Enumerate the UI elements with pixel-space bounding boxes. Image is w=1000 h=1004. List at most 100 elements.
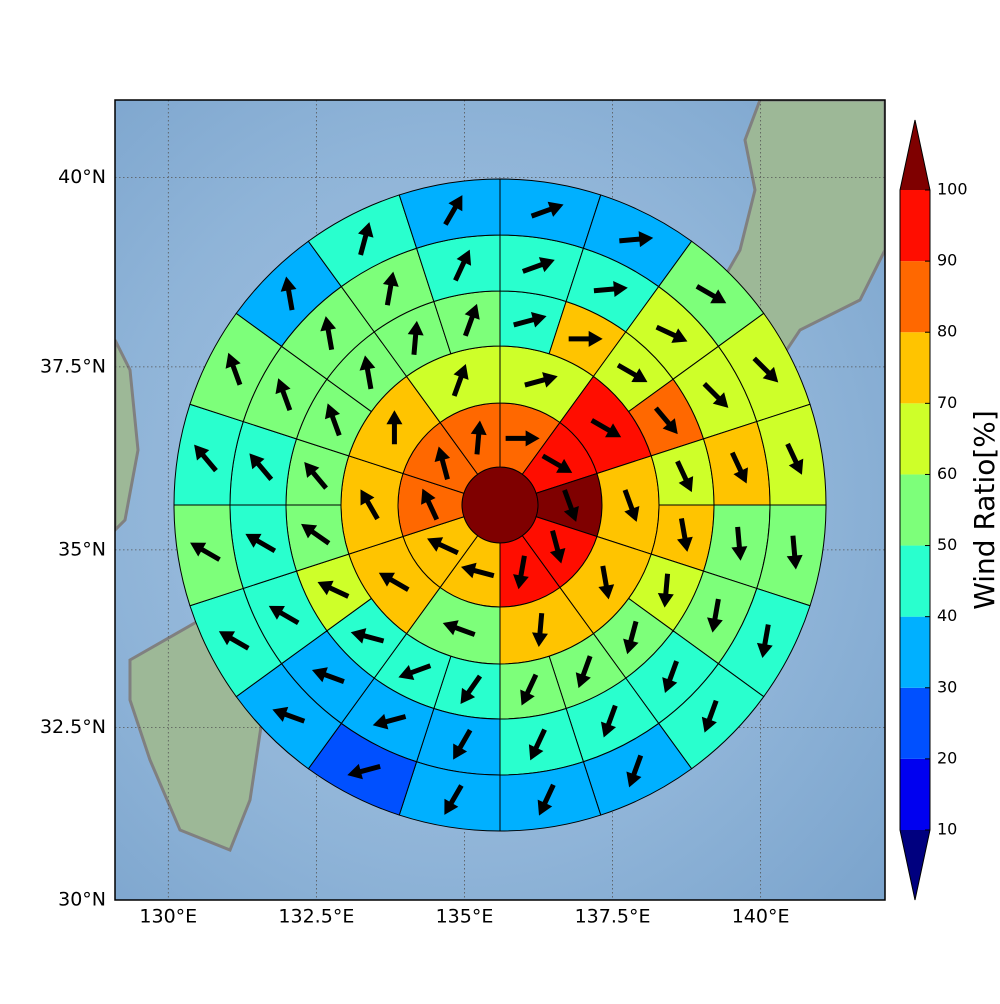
colorbar-tick-label: 70 (937, 393, 957, 412)
wind-arrow (245, 533, 277, 554)
colorbar-under (900, 830, 930, 900)
wind-arrow (218, 631, 250, 651)
x-tick-label: 140°E (732, 906, 790, 928)
wind-arrow (702, 382, 729, 408)
wind-arrow (190, 542, 221, 562)
wind-arrow (320, 316, 337, 351)
wind-arrow (756, 624, 773, 659)
wind-arrow (598, 565, 615, 600)
y-tick-label: 37.5°N (40, 355, 106, 377)
wind-arrow (382, 271, 399, 306)
colorbar-tick-label: 100 (937, 180, 968, 199)
wind-arrow (272, 706, 306, 724)
wind-arrow (731, 526, 748, 561)
wind-arrow (275, 378, 293, 412)
wind-arrow (358, 222, 374, 256)
wind-arrow (470, 420, 487, 455)
wind-arrow (249, 453, 274, 482)
wind-arrow (521, 257, 555, 274)
wind-arrow (520, 673, 539, 706)
wind-arrow (616, 362, 648, 383)
wind-arrow (444, 784, 464, 815)
wind-arrow (194, 444, 218, 473)
wind-arrow (562, 489, 579, 522)
wind-arrow (505, 430, 540, 447)
colorbar-tick-label: 90 (937, 251, 957, 270)
wind-arrow (653, 406, 678, 435)
wind-arrow (695, 284, 727, 304)
wind-arrow (785, 442, 804, 475)
y-tick-label: 40°N (58, 166, 106, 188)
x-tick-label: 130°E (139, 906, 197, 928)
colorbar-segment (900, 403, 930, 475)
wind-arrow (360, 489, 380, 521)
colorbar-tick-label: 60 (937, 464, 957, 483)
colorbar-tick-label: 30 (937, 677, 957, 696)
wind-arrow (675, 460, 694, 493)
x-tick-label: 135°E (436, 906, 494, 928)
wind-arrow (532, 612, 548, 648)
wind-arrow (427, 537, 459, 556)
korea (115, 339, 140, 533)
map (115, 100, 885, 900)
colorbar-tick-label: 10 (937, 820, 957, 839)
wind-arrow (590, 418, 622, 438)
wind-arrow (453, 728, 473, 760)
wind-arrow (568, 330, 603, 347)
wind-arrow (453, 249, 472, 282)
wind-arrow (304, 462, 328, 490)
wind-arrow (443, 195, 463, 226)
wind-arrow (549, 530, 566, 564)
wind-arrow (701, 699, 719, 733)
wind-arrow (619, 231, 654, 248)
wind-arrow (530, 201, 564, 219)
colorbar-segment (900, 474, 930, 546)
wind-arrow (513, 312, 547, 328)
wind-arrow (623, 620, 639, 655)
wind-arrow (528, 728, 547, 761)
colorbar-segment (900, 261, 930, 333)
wind-arrow (707, 598, 723, 633)
wind-arrow (378, 572, 410, 592)
colorbar-segment (900, 190, 930, 262)
wind-arrow (537, 783, 556, 816)
colorbar-segment (900, 616, 930, 688)
wind-arrow (786, 535, 803, 570)
map-frame (114, 99, 886, 901)
wind-arrow (350, 628, 385, 644)
wind-arrow (372, 713, 407, 730)
colorbar-segment (900, 687, 930, 759)
wind-arrow (593, 281, 628, 297)
wind-arrow (407, 320, 424, 355)
wind-arrow (324, 403, 342, 437)
wind-arrow (655, 324, 688, 343)
wind-arrow (626, 754, 644, 788)
wind-arrow (662, 660, 679, 694)
wind-arrow (600, 704, 618, 738)
axes: 130°E 132.5°E 135°E 137.5°E 140°E 30°N 32.5°N 3… (40, 166, 790, 927)
colorbar-segment (900, 758, 930, 830)
wind-arrow (421, 488, 440, 521)
colorbar-tick-label: 40 (937, 606, 957, 625)
wind-arrow (317, 580, 350, 599)
x-tick-label: 137.5°E (575, 906, 651, 928)
wind-arrow (311, 667, 345, 684)
colorbar-label: Wind Ratio[%] (968, 410, 1000, 610)
colorbar-tick-label: 80 (937, 322, 957, 341)
wind-arrow (622, 489, 640, 522)
colorbar-segment (900, 545, 930, 617)
polar-grid (173, 178, 827, 832)
wind-arrow (434, 446, 451, 480)
wind-arrow (657, 573, 674, 608)
wind-arrow (752, 356, 779, 383)
wind-arrow (513, 555, 529, 590)
colorbar-tick-label: 50 (937, 535, 957, 554)
wind-arrow (451, 363, 469, 397)
y-tick-label: 35°N (58, 538, 106, 560)
wind-arrow (677, 517, 693, 552)
y-tick-label: 32.5°N (40, 716, 106, 738)
wind-arrow (301, 523, 331, 546)
wind-arrow (280, 276, 297, 311)
wind-arrow (524, 372, 558, 388)
